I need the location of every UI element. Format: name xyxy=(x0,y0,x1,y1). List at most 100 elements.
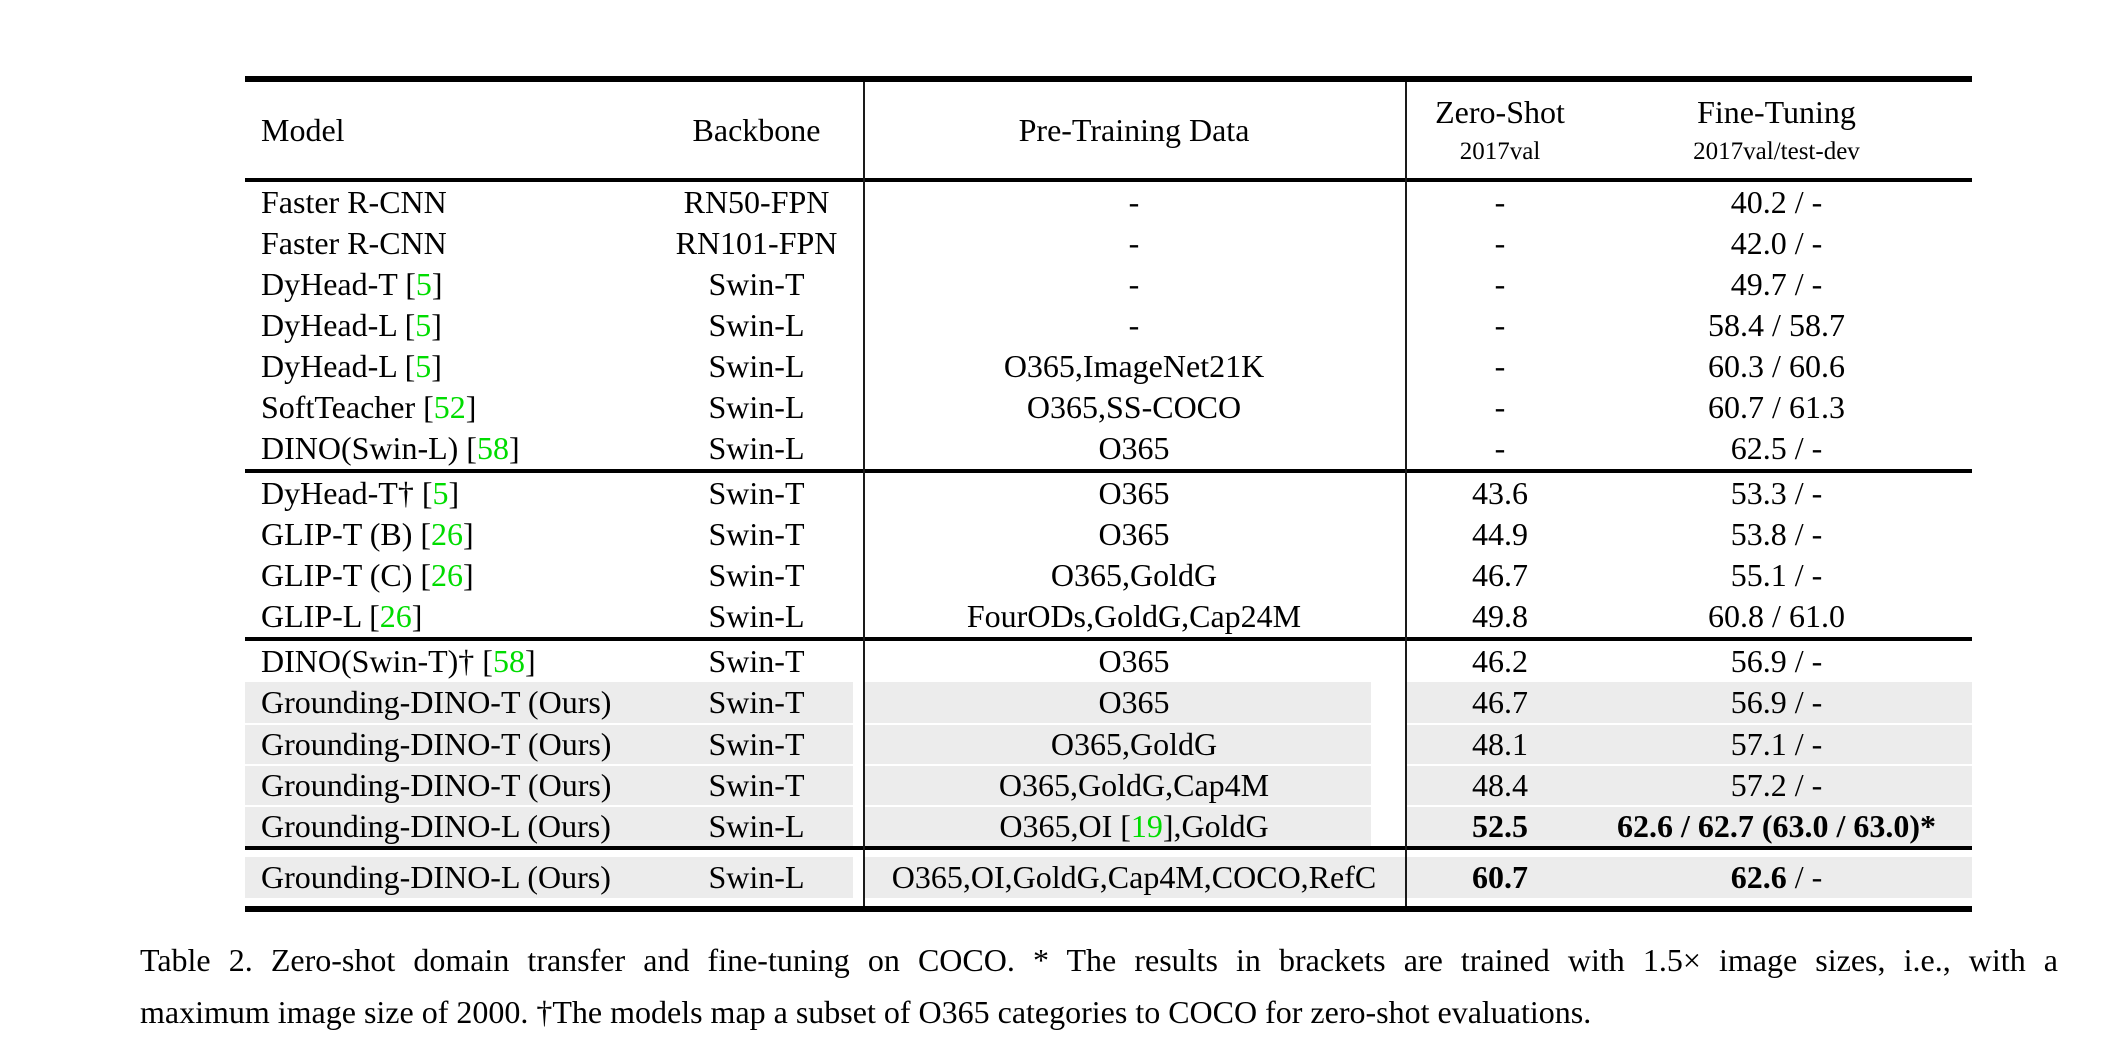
fine-tuning-cell: 57.1 / - xyxy=(1595,725,1972,764)
section-divider-rule xyxy=(245,469,1972,473)
backbone-cell: Swin-T xyxy=(660,766,853,805)
fine-tuning-cell: 56.9 / - xyxy=(1730,643,1823,679)
zero-shot-cell: - xyxy=(1494,225,1506,261)
fine-tuning-cell: 55.1 / - xyxy=(1730,557,1823,593)
backbone-cell: Swin-L xyxy=(708,348,805,384)
fine-tuning-cell: 58.4 / 58.7 xyxy=(1708,307,1845,343)
citation-number: 5 xyxy=(432,475,449,511)
pretraining-data-cell: O365 xyxy=(863,682,1405,723)
caption-line-1: Table 2. Zero-shot domain transfer and f… xyxy=(140,942,2058,978)
pretraining-data-cell: - xyxy=(1128,266,1140,302)
section-divider-rule xyxy=(245,846,1972,850)
pretraining-data-cell: - xyxy=(1128,184,1140,220)
model-cell: DyHead-L [5] xyxy=(261,348,442,384)
column-gap xyxy=(853,641,863,682)
backbone-cell: Swin-T xyxy=(708,516,805,552)
fine-tuning-cell: 42.0 / - xyxy=(1730,225,1823,261)
zero-shot-cell: - xyxy=(1494,430,1506,466)
backbone-cell: RN50-FPN xyxy=(683,184,830,220)
table-bottom-rule xyxy=(245,906,1972,912)
backbone-cell: Swin-L xyxy=(660,807,853,846)
backbone-cell: Swin-L xyxy=(708,307,805,343)
pretraining-data-cell: O365 xyxy=(1098,475,1170,511)
citation-number: 58 xyxy=(476,430,509,466)
zero-shot-cell: - xyxy=(1494,184,1506,220)
column-gap xyxy=(853,305,863,346)
backbone-cell: Swin-T xyxy=(708,557,805,593)
fine-tuning-cell: 40.2 / - xyxy=(1730,184,1823,220)
column-gap xyxy=(853,82,863,178)
zero-shot-cell: 44.9 xyxy=(1472,516,1528,552)
citation-number: 26 xyxy=(379,598,412,634)
citation-number: 5 xyxy=(415,266,432,302)
model-cell: Faster R-CNN xyxy=(261,184,447,220)
header-backbone-label: Backbone xyxy=(692,111,821,148)
table-row: SoftTeacher [52] Swin-L O365,SS-COCO - 60.7 … xyxy=(245,387,1972,428)
column-gap xyxy=(853,725,863,764)
header-pretraining-label: Pre-Training Data xyxy=(1018,111,1250,148)
table-row: GLIP-T (C) [26] Swin-T O365,GoldG 46.7 55.1 … xyxy=(245,555,1972,596)
fine-tuning-cell: 56.9 / - xyxy=(1595,682,1972,723)
fine-tuning-cell: 60.3 / 60.6 xyxy=(1708,348,1845,384)
table-row: GLIP-L [26] Swin-L FourODs,GoldG,Cap24M 49.… xyxy=(245,596,1972,637)
column-gap xyxy=(853,514,863,555)
zero-shot-cell: 48.1 xyxy=(1405,725,1595,764)
table-row: GLIP-T (B) [26] Swin-T O365 44.9 53.8 / - xyxy=(245,514,1972,555)
backbone-cell: Swin-T xyxy=(660,682,853,723)
table-row: DINO(Swin-T)† [58] Swin-T O365 46.2 56.9 / - xyxy=(245,641,1972,682)
column-gap xyxy=(853,682,863,723)
header-model-label: Model xyxy=(261,111,345,148)
pretraining-data-cell: O365,OI,GoldG,Cap4M,COCO,RefC xyxy=(863,857,1405,898)
citation-number: 26 xyxy=(431,516,464,552)
fine-tuning-cell: 62.6 / - xyxy=(1595,857,1972,898)
column-gap xyxy=(853,807,863,846)
backbone-cell: RN101-FPN xyxy=(675,225,838,261)
pretraining-data-cell: O365,GoldG,Cap4M xyxy=(863,766,1405,805)
header-model: Model xyxy=(245,82,660,178)
column-gap xyxy=(853,473,863,514)
pretraining-data-cell: O365,GoldG xyxy=(863,725,1405,764)
table-row: Grounding-DINO-L (Ours) Swin-L O365,OI [19… xyxy=(245,805,1972,846)
model-cell: DyHead-T [5] xyxy=(261,266,443,302)
zero-shot-cell: 48.4 xyxy=(1405,766,1595,805)
model-cell: DyHead-T† [5] xyxy=(261,475,460,511)
column-gap xyxy=(853,182,863,223)
table-section-grounding-dino-large: Grounding-DINO-L (Ours) Swin-L O365,OI,Gol… xyxy=(245,850,1972,906)
pretraining-data-cell: O365 xyxy=(1098,516,1170,552)
header-zero-shot: Zero-Shot 2017val xyxy=(1405,82,1595,178)
pretraining-data-cell: O365 xyxy=(1098,643,1170,679)
pretraining-data-cell: O365,SS-COCO xyxy=(1026,389,1242,425)
fine-tuning-cell: 60.7 / 61.3 xyxy=(1708,389,1845,425)
backbone-cell: Swin-T xyxy=(660,725,853,764)
fine-tuning-cell: 62.6 / 62.7 (63.0 / 63.0)* xyxy=(1595,807,1972,846)
model-cell: Grounding-DINO-T (Ours) xyxy=(245,682,660,723)
vertical-rule-backbone-pretraining xyxy=(863,82,865,906)
header-fine-tuning: Fine-Tuning 2017val/test-dev xyxy=(1595,82,1972,178)
results-table: Model Backbone Pre-Training Data Zero-Sh… xyxy=(245,76,1972,912)
header-backbone: Backbone xyxy=(660,82,853,178)
model-cell: Grounding-DINO-L (Ours) xyxy=(245,807,660,846)
citation-number: 52 xyxy=(433,389,466,425)
pretraining-data-cell: - xyxy=(1128,225,1140,261)
table-row: DyHead-T† [5] Swin-T O365 43.6 53.3 / - xyxy=(245,473,1972,514)
column-gap xyxy=(853,555,863,596)
backbone-cell: Swin-T xyxy=(708,643,805,679)
zero-shot-cell: 43.6 xyxy=(1472,475,1528,511)
model-cell: GLIP-T (C) [26] xyxy=(261,557,474,593)
pretraining-data-cell: O365,ImageNet21K xyxy=(1003,348,1265,384)
backbone-cell: Swin-T xyxy=(708,475,805,511)
zero-shot-cell: 49.8 xyxy=(1472,598,1528,634)
pretraining-data-cell: - xyxy=(1128,307,1140,343)
model-cell: Grounding-DINO-T (Ours) xyxy=(245,766,660,805)
table-row: DyHead-L [5] Swin-L O365,ImageNet21K - 60.3 … xyxy=(245,346,1972,387)
table-row: DINO(Swin-L) [58] Swin-L O365 - 62.5 / - xyxy=(245,428,1972,469)
model-cell: DyHead-L [5] xyxy=(261,307,442,343)
model-cell: DINO(Swin-T)† [58] xyxy=(261,643,536,679)
caption-line-2: maximum image size of 2000. †The models … xyxy=(140,994,1592,1030)
column-gap xyxy=(853,387,863,428)
fine-tuning-cell: 53.3 / - xyxy=(1730,475,1823,511)
header-fine-tuning-subtitle: 2017val/test-dev xyxy=(1693,138,1860,165)
zero-shot-cell: - xyxy=(1494,307,1506,343)
table-caption: Table 2. Zero-shot domain transfer and f… xyxy=(140,934,2058,1038)
